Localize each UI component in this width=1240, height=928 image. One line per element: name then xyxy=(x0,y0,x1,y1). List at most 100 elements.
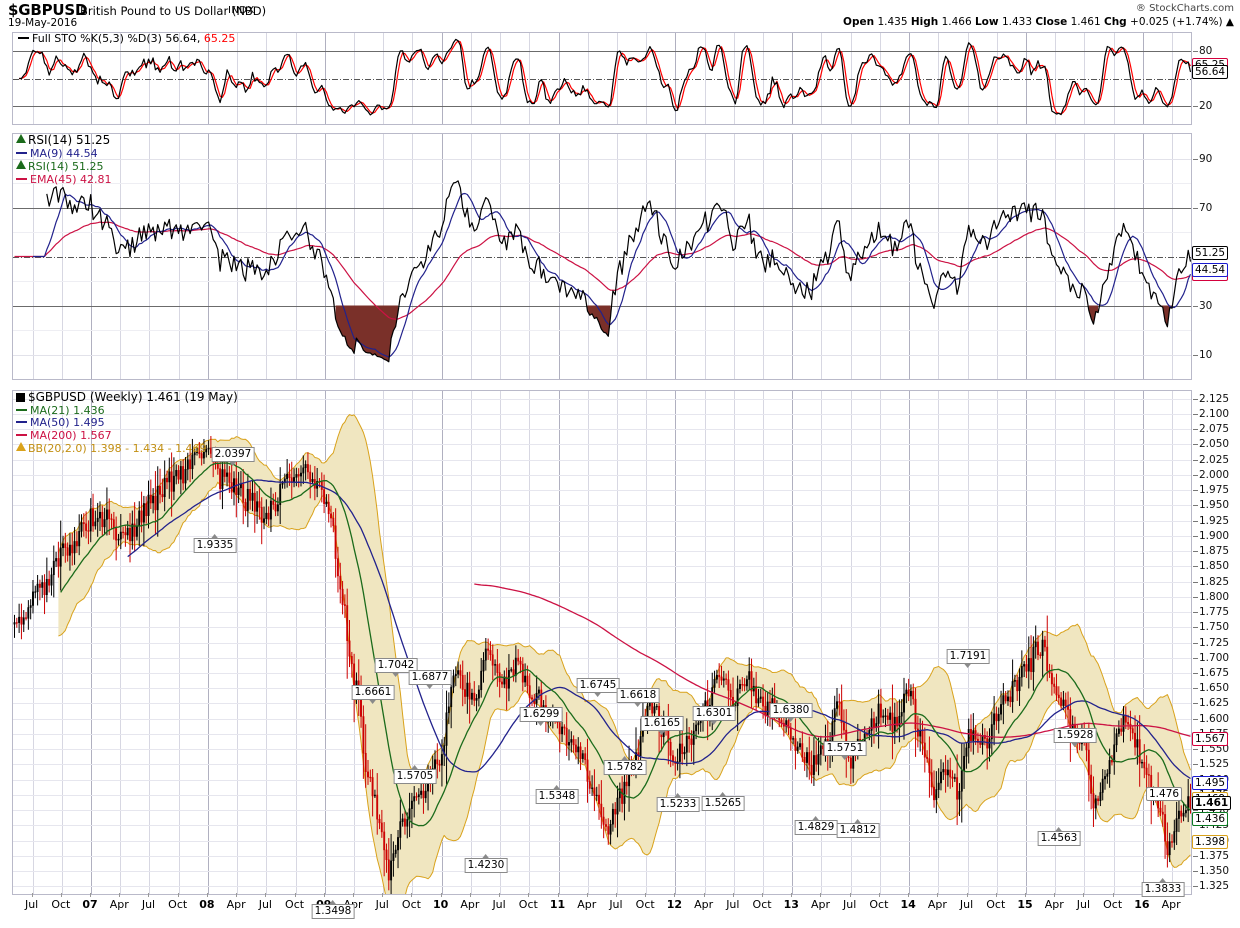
x-axis-tick-mark xyxy=(587,893,588,897)
price-axis-tick-1-625: 1.625 xyxy=(1199,697,1230,710)
price-axis-tick-1-800: 1.800 xyxy=(1199,590,1230,603)
x-axis-tick-Apr: Apr xyxy=(694,898,714,911)
x-axis-tick-Jul: Jul xyxy=(24,898,39,911)
price-plot-area xyxy=(13,391,1191,894)
x-axis-tick-Oct: Oct xyxy=(635,898,655,911)
price-panel[interactable] xyxy=(12,390,1192,895)
price-axis-tick-2-075: 2.075 xyxy=(1199,423,1230,436)
axis-tick-mark xyxy=(1193,749,1198,751)
rsi-legend-row-ema45: EMA(45) 42.81 xyxy=(16,173,112,187)
price-annotation-1-5233: 1.5233 xyxy=(656,793,700,812)
x-axis-tick-mark xyxy=(733,893,734,897)
rsi-panel[interactable] xyxy=(12,133,1192,380)
price-axis-tick-1-675: 1.675 xyxy=(1199,666,1230,679)
rsi-axis-tick-90: 90 xyxy=(1199,152,1213,165)
price-annotation-1-5348: 1.5348 xyxy=(535,785,579,804)
price-axis-tick-1-550: 1.550 xyxy=(1199,743,1230,756)
stochastic-panel[interactable] xyxy=(12,32,1192,125)
price-annotation-1-5782: 1.5782 xyxy=(603,756,647,775)
axis-tick-mark xyxy=(1193,825,1198,827)
x-axis-tick-mark xyxy=(937,893,938,897)
price-value-flag-1-436: 1.436 xyxy=(1192,811,1229,826)
stockcharts-watermark: ® StockCharts.com xyxy=(1135,3,1234,14)
price-annotation-1-7042: 1.7042 xyxy=(374,658,418,676)
axis-tick-mark xyxy=(1193,105,1198,107)
price-annotation-1-4812: 1.4812 xyxy=(836,819,880,838)
x-axis-tick-mark xyxy=(499,893,500,897)
x-axis-tick-mark xyxy=(616,893,617,897)
price-legend-bb: BB(20,2.0) 1.398 - 1.434 - 1.469 xyxy=(28,442,207,455)
price-annotation-1-5928: 1.5928 xyxy=(1053,728,1097,746)
x-axis-tick-Oct: Oct xyxy=(51,898,71,911)
open-label: Open xyxy=(843,16,875,28)
low-value: 1.433 xyxy=(1001,16,1032,28)
axis-tick-mark xyxy=(1193,444,1198,446)
open-value: 1.435 xyxy=(877,16,908,28)
price-annotation-1-5265: 1.5265 xyxy=(701,792,745,811)
x-axis-tick-mark xyxy=(1083,893,1084,897)
price-legend-row-ma50: MA(50) 1.495 xyxy=(16,416,238,430)
price-annotation-2-0397: 2.0397 xyxy=(211,447,255,465)
axis-tick-mark xyxy=(1193,566,1198,568)
stochastic-legend-text: Full STO %K(5,3) %D(3) 56.64, xyxy=(32,32,204,45)
axis-tick-mark xyxy=(1193,642,1198,644)
axis-tick-mark xyxy=(1193,505,1198,507)
price-value-flag-1-495: 1.495 xyxy=(1192,775,1229,790)
x-axis-tick-Oct: Oct xyxy=(752,898,772,911)
axis-tick-mark xyxy=(1193,413,1198,415)
x-axis-tick-mark xyxy=(908,893,909,897)
price-axis-tick-1-325: 1.325 xyxy=(1199,880,1230,893)
x-axis: JulOct07AprJulOct08AprJulOct09AprJulOct1… xyxy=(12,893,1192,916)
close-value: 1.461 xyxy=(1070,16,1101,28)
axis-tick-mark xyxy=(1193,688,1198,690)
price-legend: $GBPUSD (Weekly) 1.461 (19 May) MA(21) 1… xyxy=(16,391,238,456)
rsi-value-flag-ma9: 44.54 xyxy=(1192,262,1229,277)
price-axis-tick-1-525: 1.525 xyxy=(1199,758,1230,771)
x-axis-tick-mark xyxy=(411,893,412,897)
x-axis-tick-mark xyxy=(148,893,149,897)
x-axis-tick-mark xyxy=(820,893,821,897)
price-axis-tick-1-650: 1.650 xyxy=(1199,682,1230,695)
x-axis-tick-mark xyxy=(295,893,296,897)
price-value-flag-1-398: 1.398 xyxy=(1192,834,1229,849)
x-axis-tick-mark xyxy=(645,893,646,897)
axis-tick-mark xyxy=(1193,398,1198,400)
axis-tick-mark xyxy=(1193,354,1198,356)
price-annotation-1-4829: 1.4829 xyxy=(794,816,838,835)
axis-tick-mark xyxy=(1193,627,1198,629)
x-axis-tick-mark xyxy=(762,893,763,897)
stochastic-legend: Full STO %K(5,3) %D(3) 56.64, 65.25 xyxy=(18,32,235,46)
line-swatch-icon xyxy=(16,151,27,154)
x-axis-tick-Jul: Jul xyxy=(1076,898,1091,911)
price-legend-title: $GBPUSD (Weekly) 1.461 (19 May) xyxy=(28,390,238,404)
high-label: High xyxy=(910,16,939,28)
stochastic-legend-row: Full STO %K(5,3) %D(3) 56.64, 65.25 xyxy=(18,32,235,46)
price-annotation-1-6618: 1.6618 xyxy=(616,688,660,706)
x-axis-tick-Apr: Apr xyxy=(1161,898,1181,911)
rsi-legend-row-rsi2: RSI(14) 51.25 xyxy=(16,160,112,174)
price-annotation-1-6877: 1.6877 xyxy=(408,670,452,688)
chg-up-arrow-icon: ▲ xyxy=(1225,16,1234,28)
price-axis-tick-1-925: 1.925 xyxy=(1199,514,1230,527)
price-annotation-1-6301: 1.6301 xyxy=(692,706,736,724)
price-legend-row-ma200: MA(200) 1.567 xyxy=(16,429,238,443)
price-axis-tick-1-375: 1.375 xyxy=(1199,849,1230,862)
x-axis-tick-16: 16 xyxy=(1134,898,1150,911)
x-axis-tick-mark xyxy=(879,893,880,897)
x-axis-tick-mark xyxy=(674,893,675,897)
price-axis-tick-1-600: 1.600 xyxy=(1199,712,1230,725)
x-axis-tick-mark xyxy=(1054,893,1055,897)
price-legend-ma50: MA(50) 1.495 xyxy=(30,416,105,429)
rsi-legend-rsi14: RSI(14) 51.25 xyxy=(28,160,104,173)
x-axis-tick-Jul: Jul xyxy=(726,898,740,911)
axis-tick-mark xyxy=(1193,535,1198,537)
x-axis-tick-mark xyxy=(1025,893,1026,897)
axis-tick-mark xyxy=(1193,474,1198,476)
axis-tick-mark xyxy=(1193,855,1198,857)
x-axis-tick-mark xyxy=(558,893,559,897)
x-axis-tick-Oct: Oct xyxy=(401,898,421,911)
price-value-flag-1-567: 1.567 xyxy=(1192,731,1229,746)
price-value-flag-1-461: 1.461 xyxy=(1192,796,1232,811)
line-swatch-icon xyxy=(18,37,29,39)
